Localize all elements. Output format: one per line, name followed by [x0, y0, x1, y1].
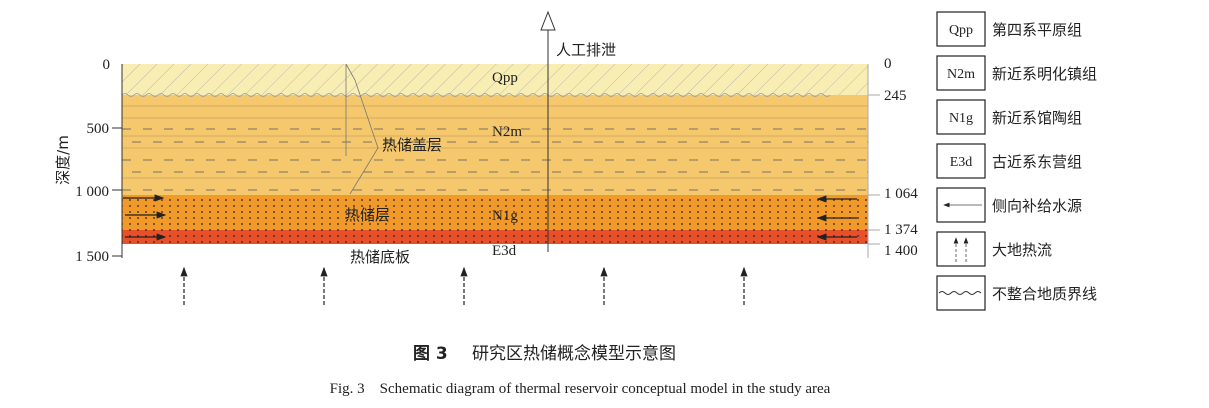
caption-cn: 研究区热储概念模型示意图: [472, 343, 676, 364]
n1g-label: N1g: [492, 208, 518, 224]
n2m-label: N2m: [492, 124, 522, 140]
left-tick-1500: 1 500: [75, 249, 109, 265]
left-tick-500: 500: [87, 121, 110, 137]
right-tick-245: 245: [884, 88, 907, 104]
heat-flow-arrows: [180, 266, 748, 305]
left-tick-1000: 1 000: [75, 184, 109, 200]
legend-wavy-line-icon: [938, 291, 982, 295]
qpp-label: Qpp: [492, 70, 518, 86]
caption-en: Fig. 3 Schematic diagram of thermal rese…: [330, 381, 831, 397]
legend-text-n2m: 新近系明化镇组: [992, 65, 1097, 83]
caption-number: 图 3: [413, 344, 448, 364]
legend-symbol-n2m: N2m: [947, 67, 975, 82]
discharge-arrow: [540, 10, 556, 252]
legend-text-heat-flow: 大地热流: [992, 241, 1052, 259]
sand-dots: [122, 195, 868, 244]
layer-n2m: [122, 95, 868, 195]
caprock-label: 热储盖层: [382, 136, 442, 154]
e3d-label: E3d: [492, 243, 517, 259]
floor-label: 热储底板: [350, 248, 410, 266]
right-tick-1064: 1 064: [884, 186, 918, 202]
unconformity-line: [121, 93, 831, 97]
legend-symbol-n1g: N1g: [949, 111, 973, 126]
legend-symbol-qpp: Qpp: [949, 23, 973, 38]
right-tick-1374: 1 374: [884, 222, 918, 238]
legend-text-unconformity: 不整合地质界线: [992, 285, 1097, 303]
legend-text-qpp: 第四系平原组: [992, 21, 1082, 39]
discharge-label: 人工排泄: [556, 41, 616, 59]
legend-heat-flow-icon: [953, 237, 969, 262]
n2m-bedding: [122, 105, 868, 179]
n2m-mudstone-dashes: [122, 128, 868, 191]
legend-text-lateral: 侧向补给水源: [992, 197, 1082, 215]
left-tick-0: 0: [103, 57, 111, 73]
legend-text-n1g: 新近系馆陶组: [992, 109, 1082, 127]
lateral-recharge-arrows: [123, 194, 857, 241]
qpp-hatch: [122, 64, 868, 95]
right-tick-0: 0: [884, 56, 892, 72]
caprock-bracket: [345, 63, 379, 195]
reservoir-label: 热储层: [345, 206, 390, 224]
legend-symbol-e3d: E3d: [950, 155, 973, 170]
left-ticks: [112, 127, 122, 257]
axis-label: 深度/m: [54, 135, 72, 185]
legend-text-e3d: 古近系东营组: [992, 153, 1082, 171]
right-tick-1400: 1 400: [884, 243, 918, 259]
right-ticks: [868, 94, 880, 245]
